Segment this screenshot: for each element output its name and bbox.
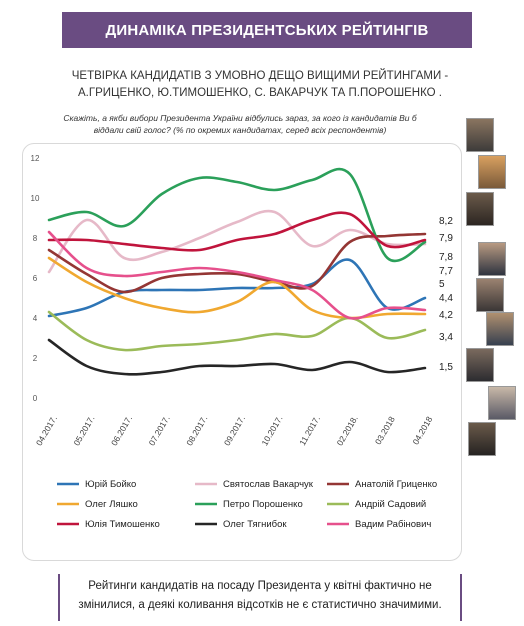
chart-panel: 0 2 4 6 8 10 12 04.2017. 05.2017. 06.2017. 07.2017… bbox=[22, 143, 462, 561]
candidate-photo bbox=[478, 242, 506, 276]
end-value-label: 7,7 bbox=[439, 266, 453, 277]
subtitle-line-2: А.ГРИЦЕНКО, Ю.ТИМОШЕНКО, С. ВАКАРЧУК ТА … bbox=[78, 87, 442, 99]
legend-label: Юлія Тимошенко bbox=[85, 519, 160, 530]
chart-title: ДИНАМІКА ПРЕЗИДЕНТСЬКИХ РЕЙТИНГІВ bbox=[105, 21, 429, 39]
x-tick-label: 11.2017. bbox=[297, 414, 322, 447]
legend-label: Андрій Садовий bbox=[355, 499, 426, 510]
legend-label: Святослав Вакарчук bbox=[223, 479, 314, 490]
footnote-line-2: змінилися, а деякі коливання відсотків н… bbox=[78, 599, 442, 611]
legend-label: Анатолій Гриценко bbox=[355, 479, 437, 490]
x-tick-label: 10.2017. bbox=[259, 414, 284, 448]
y-tick-label: 4 bbox=[33, 314, 38, 323]
y-tick-label: 10 bbox=[31, 194, 40, 203]
x-tick-label: 05.2017. bbox=[71, 414, 96, 448]
candidate-photo bbox=[468, 422, 496, 456]
end-value-label: 8,2 bbox=[439, 216, 453, 227]
series-line bbox=[47, 167, 427, 262]
legend-label: Вадим Рабінович bbox=[355, 519, 431, 530]
x-tick-label: 09.2017. bbox=[222, 414, 247, 448]
footnote-line-1: Рейтинги кандидатів на посаду Президента… bbox=[88, 580, 432, 592]
candidate-photo bbox=[466, 192, 494, 226]
end-value-label: 3,4 bbox=[439, 332, 453, 343]
legend-label: Олег Тягнибок bbox=[223, 519, 287, 530]
end-value-label: 4,2 bbox=[439, 310, 453, 321]
candidate-photo bbox=[466, 118, 494, 152]
question-line-1: Скажіть, а якби вибори Президента Україн… bbox=[63, 113, 417, 123]
series-line bbox=[47, 230, 427, 320]
x-tick-label: 02.2018. bbox=[335, 414, 360, 448]
series-line bbox=[47, 211, 427, 252]
legend-label: Юрій Бойко bbox=[85, 479, 136, 490]
y-tick-label: 6 bbox=[33, 274, 38, 283]
x-tick-label: 03.2018 bbox=[373, 414, 397, 446]
survey-question: Скажіть, а якби вибори Президента Україн… bbox=[30, 112, 450, 136]
x-tick-label: 04.2018 bbox=[410, 414, 434, 446]
x-tick-label: 08.2017. bbox=[184, 414, 209, 448]
candidate-photo bbox=[476, 278, 504, 312]
candidate-photo bbox=[488, 386, 516, 420]
legend-label: Петро Порошенко bbox=[223, 499, 303, 510]
y-tick-label: 0 bbox=[33, 394, 38, 403]
end-value-label: 4,4 bbox=[439, 293, 453, 304]
x-tick-label: 07.2017. bbox=[147, 414, 172, 448]
x-tick-label: 04.2017. bbox=[34, 414, 59, 448]
y-tick-label: 12 bbox=[31, 154, 40, 163]
y-tick-label: 2 bbox=[33, 354, 38, 363]
series-line bbox=[47, 232, 427, 294]
legend-label: Олег Ляшко bbox=[85, 499, 138, 510]
series-line bbox=[47, 258, 427, 318]
candidate-photo bbox=[478, 155, 506, 189]
subtitle-line-1: ЧЕТВІРКА КАНДИДАТІВ З УМОВНО ДЕЩО ВИЩИМИ… bbox=[71, 70, 449, 82]
question-line-2: віддали свій голос? (% по окремих кандид… bbox=[93, 125, 387, 135]
y-tick-label: 8 bbox=[33, 234, 38, 243]
end-value-label: 1,5 bbox=[439, 362, 453, 373]
series-line bbox=[47, 310, 427, 352]
x-tick-label: 06.2017. bbox=[109, 414, 134, 448]
candidate-photo bbox=[466, 348, 494, 382]
chart-title-banner: ДИНАМІКА ПРЕЗИДЕНТСЬКИХ РЕЙТИНГІВ bbox=[62, 12, 472, 48]
end-value-label: 7,8 bbox=[439, 252, 453, 263]
end-value-label: 5 bbox=[439, 279, 445, 290]
chart-footnote: Рейтинги кандидатів на посаду Президента… bbox=[58, 574, 462, 621]
candidate-photo bbox=[486, 312, 514, 346]
series-line bbox=[47, 338, 427, 376]
line-chart: 0 2 4 6 8 10 12 04.2017. 05.2017. 06.2017. 07.2017… bbox=[31, 154, 454, 530]
end-value-label: 7,9 bbox=[439, 233, 453, 244]
chart-subtitle: ЧЕТВІРКА КАНДИДАТІВ З УМОВНО ДЕЩО ВИЩИМИ… bbox=[40, 68, 480, 102]
